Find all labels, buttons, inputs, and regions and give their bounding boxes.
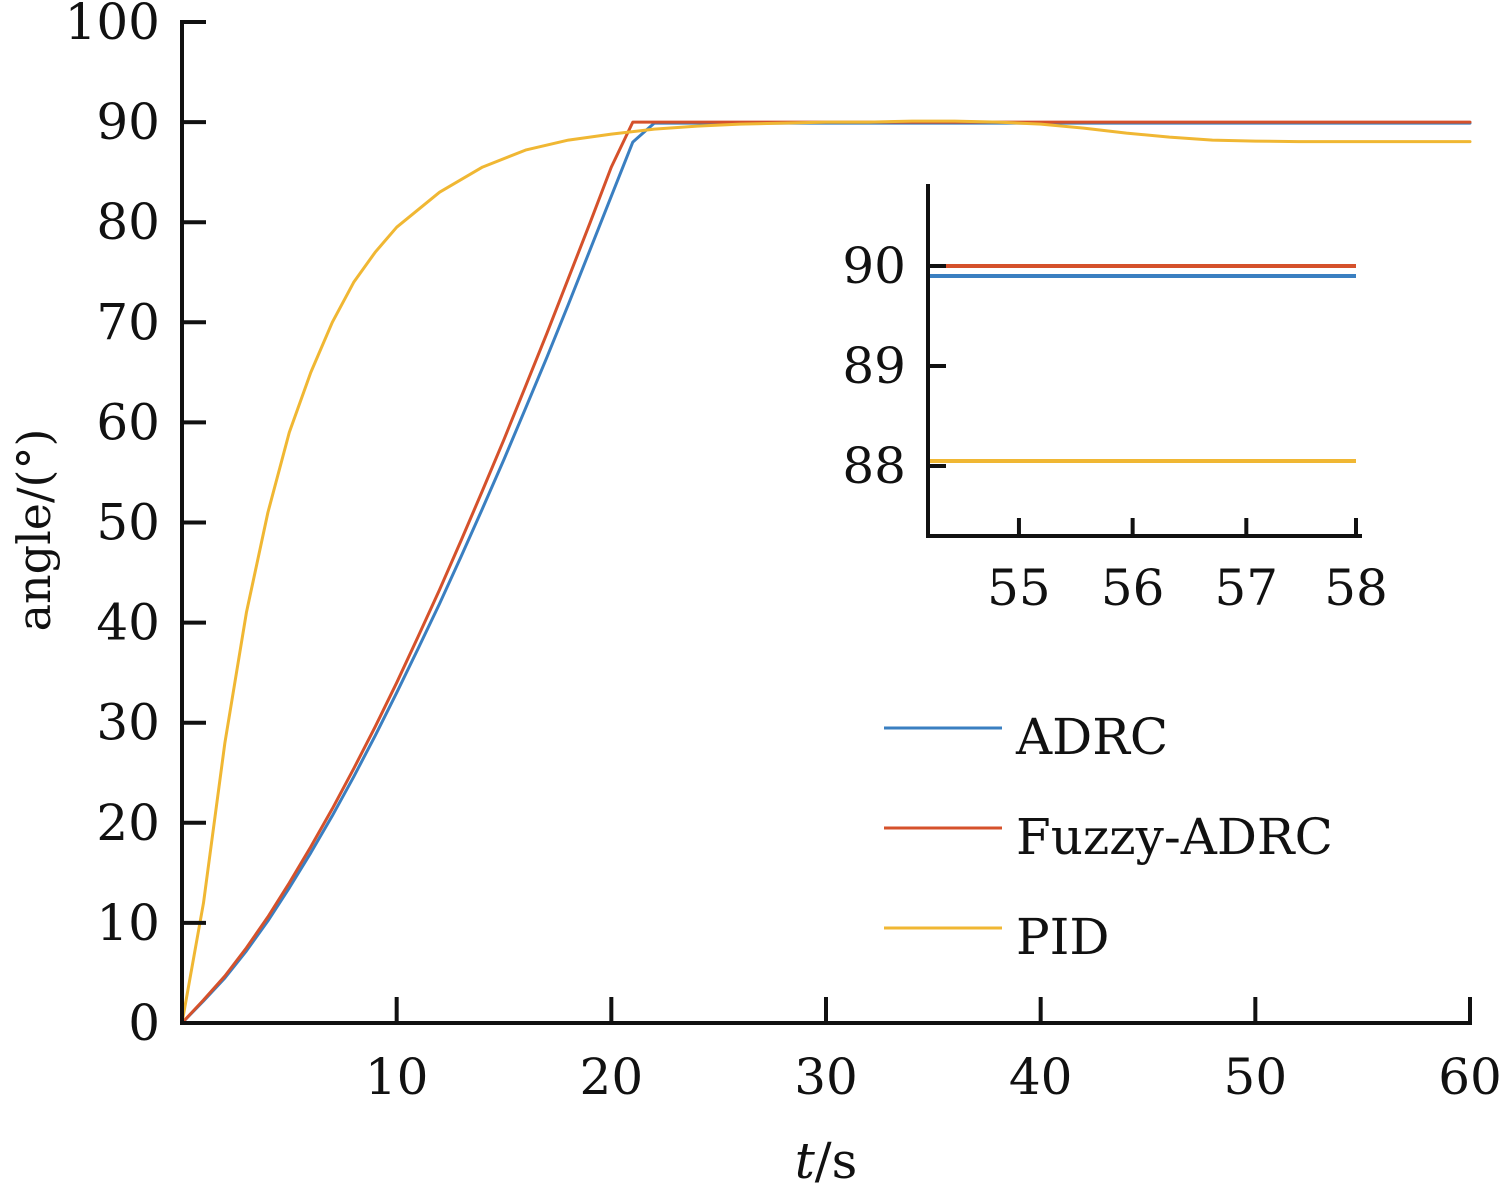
y-tick-label: 30 [96,694,160,752]
inset-x-tick-label: 58 [1324,559,1388,617]
series-line-pid [180,119,1472,1025]
y-tick-label: 20 [96,794,160,852]
inset-x-tick-label: 56 [1101,559,1165,617]
x-tick-label: 40 [1009,1048,1073,1106]
inset-x-tick-label: 55 [987,559,1051,617]
x-tick-label: 50 [1224,1048,1288,1106]
y-tick-label: 80 [96,193,160,251]
legend-label-fuzzy-adrc: Fuzzy-ADRC [1016,808,1333,866]
series-line-fuzzy-adrc [180,120,1472,1025]
y-tick-label: 90 [96,93,160,151]
inset-y-tick-label: 89 [842,337,906,395]
main-x-ticks: 10 20 30 40 50 60 [365,997,1502,1106]
y-axis-title: angle/(°) [7,429,61,632]
x-tick-label: 30 [794,1048,858,1106]
inset-x-tick-label: 57 [1215,559,1279,617]
main-y-ticks: 0 10 20 30 40 50 60 70 80 90 100 [65,0,206,1052]
x-axis-title: t/s [795,1132,858,1183]
main-series-group [180,119,1472,1025]
legend-label-adrc: ADRC [1015,708,1168,766]
inset-plot: 88 89 90 55 56 57 58 [842,184,1388,617]
inset-y-tick-label: 90 [842,237,906,295]
y-tick-label: 100 [65,0,160,51]
x-tick-label: 20 [580,1048,644,1106]
main-plot: 0 10 20 30 40 50 60 70 80 90 100 10 20 30 40 50 60 angl… [7,0,1502,1183]
y-tick-label: 0 [128,994,160,1052]
inset-y-ticks: 88 89 90 [842,237,946,495]
legend-label-pid: PID [1016,908,1109,966]
inset-x-ticks: 55 56 57 58 [987,518,1388,617]
y-tick-label: 10 [96,894,160,952]
y-tick-label: 50 [96,494,160,552]
x-tick-label: 60 [1438,1048,1502,1106]
x-tick-label: 10 [365,1048,429,1106]
x-axis-title-unit: /s [815,1132,858,1183]
legend: ADRC Fuzzy-ADRC PID [884,708,1333,966]
y-tick-label: 70 [96,293,160,351]
y-tick-label: 40 [96,594,160,652]
inset-series-group [930,264,1356,463]
x-axis-title-variable: t [795,1132,816,1183]
y-tick-label: 60 [96,393,160,451]
inset-y-tick-label: 88 [842,437,906,495]
